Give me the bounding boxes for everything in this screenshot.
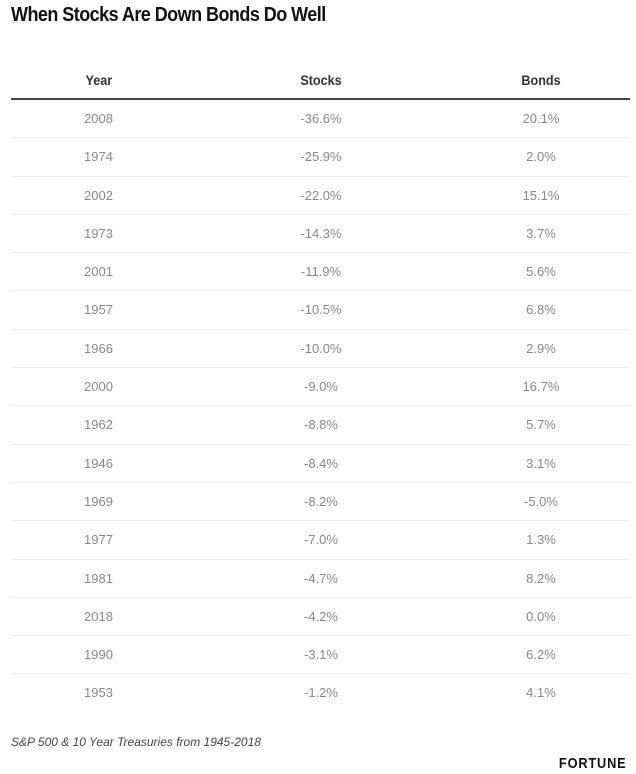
year-cell: 2000 bbox=[84, 379, 113, 395]
stocks-cell: -8.8% bbox=[304, 417, 338, 433]
bonds-cell: 2.0% bbox=[526, 149, 556, 165]
bonds-cell: 5.6% bbox=[526, 264, 556, 280]
year-cell: 2002 bbox=[84, 187, 113, 203]
data-table: Year Stocks Bonds 2008 -36.6% 20.1% 1974 -25… bbox=[11, 62, 630, 712]
year-cell: 2018 bbox=[84, 608, 113, 624]
table-row: 2002 -22.0% 15.1% bbox=[11, 177, 630, 215]
year-cell: 2001 bbox=[84, 264, 113, 280]
fortune-logo: FORTUNE bbox=[558, 755, 626, 772]
table-row: 1946 -8.4% 3.1% bbox=[11, 445, 630, 483]
bonds-cell: 4.1% bbox=[526, 685, 556, 701]
stocks-cell: -4.7% bbox=[304, 570, 338, 586]
year-cell: 1973 bbox=[84, 225, 113, 241]
table-row: 2018 -4.2% 0.0% bbox=[11, 598, 630, 637]
column-header-stocks: Stocks bbox=[300, 72, 342, 88]
bonds-cell: 16.7% bbox=[522, 379, 560, 395]
column-header-year: Year bbox=[85, 72, 113, 88]
table-row: 1990 -3.1% 6.2% bbox=[11, 636, 630, 675]
stocks-cell: -1.2% bbox=[304, 685, 338, 701]
bonds-cell: 1.3% bbox=[526, 532, 556, 548]
footnote: S&P 500 & 10 Year Treasuries from 1945-2… bbox=[11, 735, 261, 749]
year-cell: 1966 bbox=[84, 340, 113, 356]
table-header: Year Stocks Bonds bbox=[11, 62, 630, 100]
year-cell: 1969 bbox=[84, 493, 113, 509]
year-cell: 1981 bbox=[84, 570, 113, 586]
bonds-cell: 15.1% bbox=[522, 187, 560, 203]
table-row: 1966 -10.0% 2.9% bbox=[11, 330, 630, 369]
table-row: 1981 -4.7% 8.2% bbox=[11, 560, 630, 598]
table-row: 2001 -11.9% 5.6% bbox=[11, 253, 630, 292]
year-cell: 1962 bbox=[84, 417, 113, 433]
year-cell: 1946 bbox=[84, 455, 113, 471]
year-cell: 2008 bbox=[84, 111, 113, 126]
bonds-cell: 0.0% bbox=[526, 608, 556, 624]
stocks-cell: -10.5% bbox=[300, 302, 342, 318]
stocks-cell: -22.0% bbox=[300, 187, 342, 203]
stocks-cell: -7.0% bbox=[304, 532, 338, 548]
bonds-cell: 3.7% bbox=[526, 225, 556, 241]
bonds-cell: 6.2% bbox=[526, 647, 556, 663]
stocks-cell: -4.2% bbox=[304, 608, 338, 624]
stocks-cell: -3.1% bbox=[304, 647, 338, 663]
table-row: 1957 -10.5% 6.8% bbox=[11, 291, 630, 330]
stocks-cell: -8.4% bbox=[304, 455, 338, 471]
column-header-bonds: Bonds bbox=[521, 72, 561, 88]
year-cell: 1977 bbox=[84, 532, 113, 548]
bonds-cell: -5.0% bbox=[524, 493, 558, 509]
bonds-cell: 6.8% bbox=[526, 302, 556, 318]
stocks-cell: -14.3% bbox=[300, 225, 342, 241]
table-row: 1974 -25.9% 2.0% bbox=[11, 138, 630, 177]
stocks-cell: -11.9% bbox=[300, 264, 342, 280]
bonds-cell: 2.9% bbox=[526, 340, 556, 356]
bonds-cell: 5.7% bbox=[526, 417, 556, 433]
table-row: 1969 -8.2% -5.0% bbox=[11, 483, 630, 522]
stocks-cell: -25.9% bbox=[300, 149, 342, 165]
table-row: 1977 -7.0% 1.3% bbox=[11, 521, 630, 560]
bonds-cell: 3.1% bbox=[526, 455, 556, 471]
stocks-cell: -10.0% bbox=[300, 340, 342, 356]
stocks-cell: -8.2% bbox=[304, 493, 338, 509]
chart-title: When Stocks Are Down Bonds Do Well bbox=[11, 4, 326, 26]
year-cell: 1953 bbox=[84, 685, 113, 701]
table-row: 1962 -8.8% 5.7% bbox=[11, 406, 630, 445]
bonds-cell: 8.2% bbox=[526, 570, 556, 586]
table-row: 1953 -1.2% 4.1% bbox=[11, 674, 630, 711]
table-row: 2000 -9.0% 16.7% bbox=[11, 368, 630, 407]
year-cell: 1957 bbox=[84, 302, 113, 318]
year-cell: 1990 bbox=[84, 647, 113, 663]
stocks-cell: -9.0% bbox=[304, 379, 338, 395]
year-cell: 1974 bbox=[84, 149, 113, 165]
table-row: 1973 -14.3% 3.7% bbox=[11, 215, 630, 254]
bonds-cell: 20.1% bbox=[522, 111, 560, 126]
table-row: 2008 -36.6% 20.1% bbox=[11, 100, 630, 139]
stocks-cell: -36.6% bbox=[300, 111, 342, 126]
